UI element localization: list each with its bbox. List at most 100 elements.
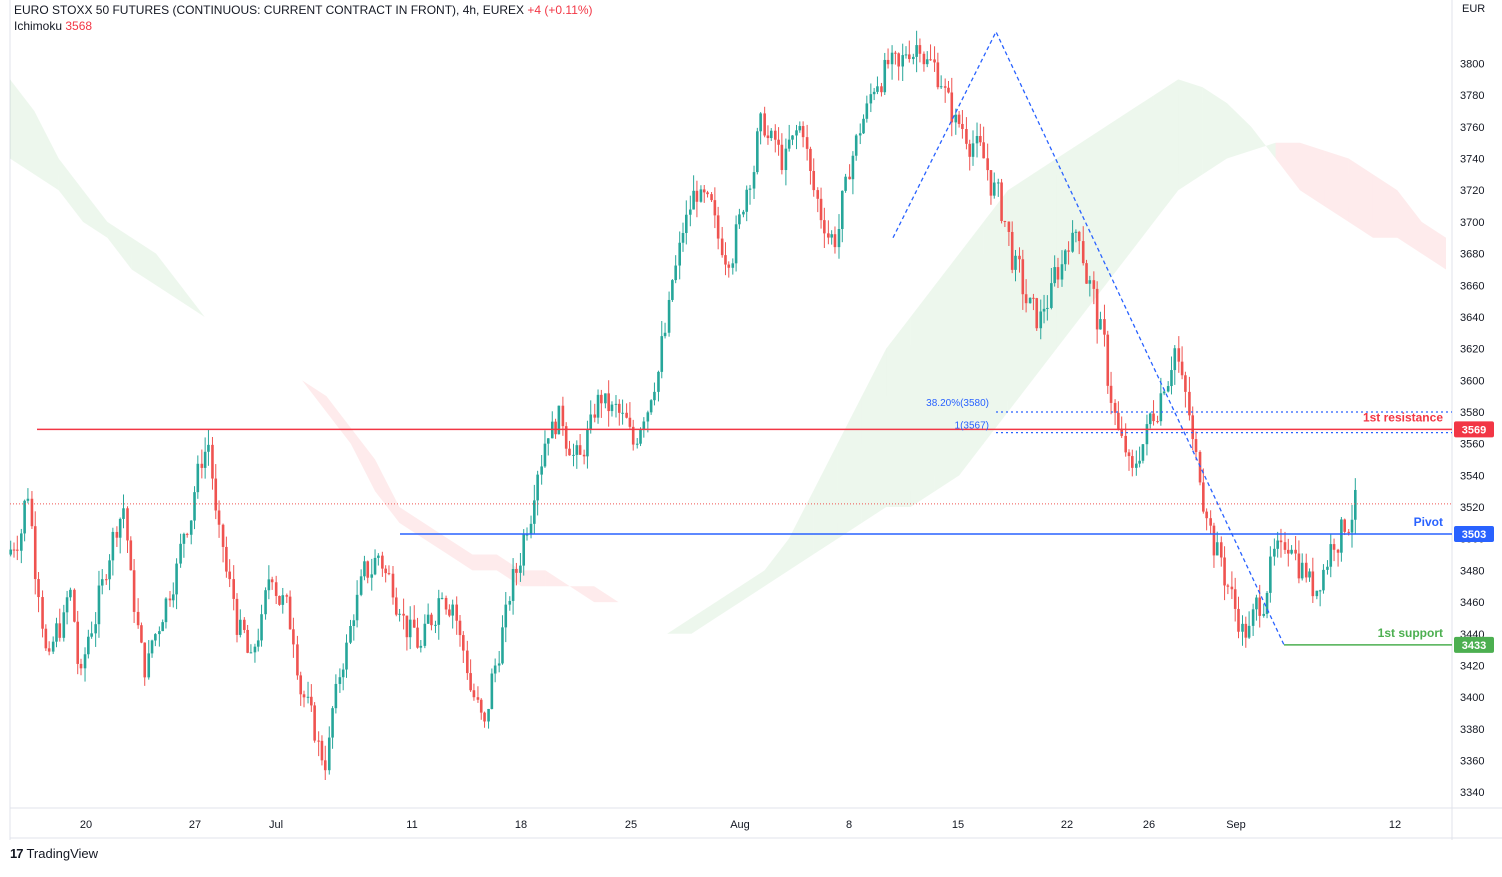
candle-body xyxy=(299,675,303,695)
candle-body xyxy=(175,563,178,595)
candle-body xyxy=(1056,267,1060,280)
candle-body xyxy=(1074,231,1078,233)
indicator-legend[interactable]: Ichimoku 3568 xyxy=(14,19,92,33)
candle-body xyxy=(702,189,706,193)
candle-body xyxy=(922,53,926,65)
candle-body xyxy=(458,620,462,636)
candle-body xyxy=(1032,297,1035,299)
candle-body xyxy=(115,531,119,538)
candle-body xyxy=(366,561,370,578)
candle-body xyxy=(1230,586,1234,590)
candle-body xyxy=(1247,625,1251,638)
candle-body xyxy=(1294,549,1297,554)
candle-body xyxy=(1127,452,1131,457)
candle-body xyxy=(883,59,887,93)
candle-body xyxy=(483,712,486,722)
candle-body xyxy=(546,438,550,444)
cloud-segment xyxy=(569,586,595,603)
candle-body xyxy=(519,565,522,573)
candle-body xyxy=(582,454,586,457)
candle-body xyxy=(1113,402,1117,413)
candle-body xyxy=(568,448,571,456)
candle-body xyxy=(1046,307,1049,309)
cloud-segment xyxy=(448,538,473,571)
candle-body xyxy=(540,466,543,475)
y-tick-label: 3540 xyxy=(1460,470,1484,482)
candle-body xyxy=(189,520,193,535)
candle-body xyxy=(79,663,83,669)
candle-body xyxy=(1173,348,1177,371)
candle-body xyxy=(745,189,749,212)
candle-body xyxy=(136,611,140,626)
candle-body xyxy=(685,214,688,234)
candle-body xyxy=(9,549,12,555)
candle-body xyxy=(221,524,225,547)
cloud-segment xyxy=(1105,111,1130,286)
y-tick-label: 3740 xyxy=(1460,154,1484,166)
candle-body xyxy=(334,683,338,709)
cloud-segment xyxy=(399,507,424,539)
candle-body xyxy=(1042,308,1046,312)
cloud-segment xyxy=(594,586,619,603)
candle-body xyxy=(692,190,695,210)
candle-body xyxy=(387,573,391,575)
support-label: 1st support xyxy=(1378,626,1443,640)
candle-body xyxy=(1159,393,1163,422)
y-tick-label: 3420 xyxy=(1460,660,1484,672)
candle-body xyxy=(1088,280,1092,284)
candle-body xyxy=(225,546,228,572)
cloud-segment xyxy=(1226,103,1252,159)
candle-body xyxy=(1170,370,1173,387)
candle-body xyxy=(695,190,699,202)
tradingview-logo-icon: 17 xyxy=(10,846,24,861)
candle-body xyxy=(1215,542,1219,556)
candle-body xyxy=(880,86,883,93)
candle-body xyxy=(614,403,618,405)
tradingview-brand[interactable]: 17 TradingView xyxy=(10,846,98,861)
candle-body xyxy=(501,627,504,664)
candle-body xyxy=(76,621,80,664)
candle-body xyxy=(557,405,561,435)
candle-body xyxy=(140,625,143,643)
candle-body xyxy=(490,673,494,709)
candle-body xyxy=(1273,548,1276,557)
candle-body xyxy=(1021,259,1025,295)
candle-body xyxy=(73,589,76,622)
candle-body xyxy=(69,589,72,598)
candle-body xyxy=(426,614,430,624)
candle-body xyxy=(851,155,855,180)
candle-body xyxy=(716,215,720,239)
candle-body xyxy=(1077,231,1081,242)
candle-body xyxy=(1202,482,1205,512)
candle-body xyxy=(402,613,405,616)
candle-body xyxy=(118,518,122,538)
candle-body xyxy=(756,131,759,173)
candle-body xyxy=(823,220,826,234)
x-tick-label: 15 xyxy=(952,819,964,831)
cloud-segment xyxy=(83,190,108,238)
candle-body xyxy=(1007,221,1011,232)
support-tag-label: 3433 xyxy=(1462,640,1486,652)
candle-body xyxy=(97,585,101,625)
candle-body xyxy=(41,597,44,629)
candle-body xyxy=(854,135,858,156)
candle-body xyxy=(1286,549,1290,554)
candle-body xyxy=(281,595,285,605)
candle-body xyxy=(1124,435,1127,453)
x-tick-label: 8 xyxy=(846,819,852,831)
candle-body xyxy=(710,194,713,201)
candle-body xyxy=(349,625,352,643)
candle-body xyxy=(440,597,444,599)
fib-100-label: 1(3567) xyxy=(955,421,989,432)
candle-body xyxy=(957,114,961,124)
candle-body xyxy=(83,654,87,669)
candle-body xyxy=(270,579,274,583)
candle-body xyxy=(1209,518,1212,526)
candle-body xyxy=(805,137,809,149)
pivot-label: Pivot xyxy=(1414,515,1443,529)
cloud-segment xyxy=(764,538,789,587)
candle-body xyxy=(787,139,791,149)
cloud-segment xyxy=(667,617,692,634)
